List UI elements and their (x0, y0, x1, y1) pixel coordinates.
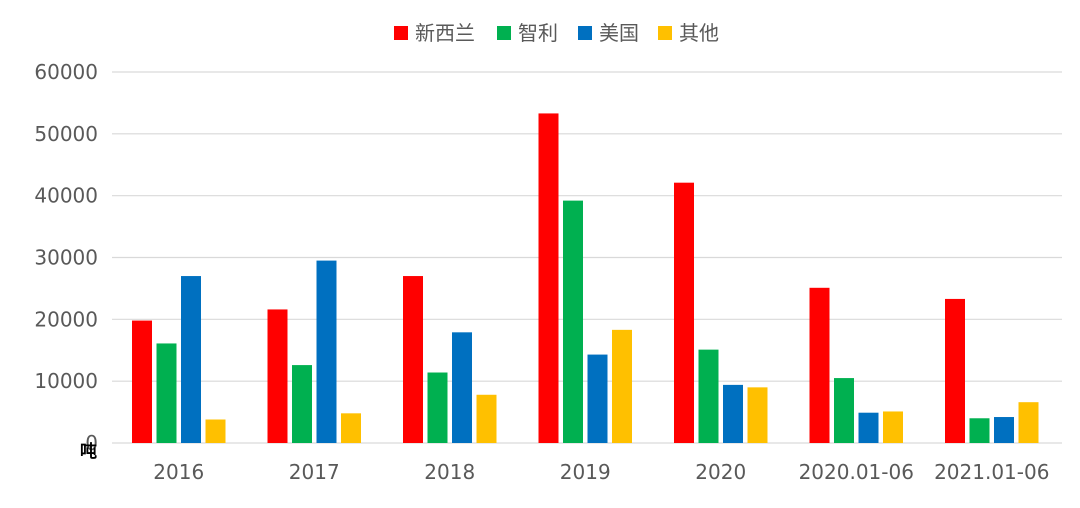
bar-4-3 (476, 394, 497, 443)
x-tick-label: 2016 (153, 460, 204, 484)
bar-1-1 (132, 320, 152, 443)
bar-3-6 (858, 412, 879, 443)
bar-3-4 (587, 354, 608, 443)
bar-2-6 (834, 378, 854, 443)
bar-2-4 (563, 200, 583, 443)
legend-swatch (497, 26, 511, 40)
legend-swatch (394, 26, 408, 40)
x-tick-label: 2019 (560, 460, 611, 484)
bar-4-4 (612, 329, 632, 443)
y-tick-label: 20000 (34, 307, 98, 331)
bar-1-3 (403, 276, 423, 443)
bar-2-1 (156, 343, 177, 443)
gridlines (112, 71, 1062, 444)
y-tick-label: 0 (85, 431, 98, 455)
bar-2-5 (698, 349, 719, 443)
y-axis-unit-label: 吨 (80, 441, 97, 462)
legend: 新西兰 智利 美国 其他 (394, 21, 719, 45)
bar-1-2 (267, 309, 288, 443)
legend-swatch (578, 26, 592, 40)
bar-4-7 (1018, 402, 1039, 443)
y-tick-label: 60000 (34, 60, 98, 84)
bar-3-5 (723, 384, 743, 443)
legend-swatch (658, 26, 672, 40)
bar-3-2 (316, 260, 337, 443)
y-axis: 0 10000 20000 30000 40000 50000 60000 (34, 60, 98, 455)
bar-1-7 (945, 298, 965, 443)
bar-1-4 (538, 113, 559, 443)
bar-1-6 (809, 287, 830, 443)
legend-label: 智利 (518, 21, 558, 45)
bar-4-1 (205, 419, 226, 443)
y-tick-label: 10000 (34, 369, 98, 393)
bar-1-5 (674, 182, 694, 443)
bar-2-7 (969, 418, 990, 443)
bar-4-6 (883, 411, 903, 443)
x-tick-label: 2020.01-06 (799, 460, 914, 484)
x-tick-label: 2021.01-06 (934, 460, 1049, 484)
legend-label: 新西兰 (415, 21, 475, 45)
bars (132, 113, 1039, 443)
bar-2-3 (427, 372, 448, 443)
bar-2-2 (292, 365, 312, 443)
bar-4-2 (341, 413, 361, 443)
bar-3-1 (181, 276, 201, 443)
y-tick-label: 40000 (34, 184, 98, 208)
x-axis: 2016 2017 2018 2019 2020 2020.01-06 2021.01-06 (153, 460, 1049, 484)
bar-4-5 (747, 387, 768, 443)
x-tick-label: 2017 (289, 460, 340, 484)
legend-label: 其他 (679, 21, 719, 45)
legend-label: 美国 (599, 21, 639, 45)
bar-3-3 (452, 332, 472, 443)
x-tick-label: 2020 (695, 460, 746, 484)
bar-3-7 (994, 417, 1014, 443)
x-tick-label: 2018 (424, 460, 475, 484)
y-tick-label: 30000 (34, 246, 98, 270)
y-tick-label: 50000 (34, 122, 98, 146)
